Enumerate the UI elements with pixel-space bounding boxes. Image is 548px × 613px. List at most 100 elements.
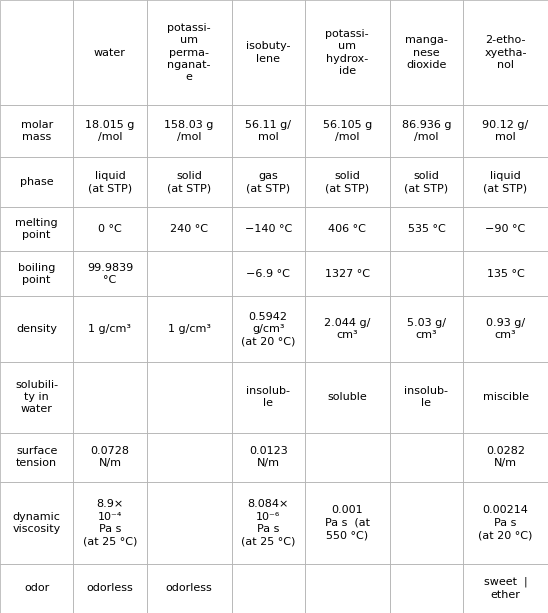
Bar (0, 362, 73, 433)
Bar (0, 105, 73, 158)
Bar (463, 564, 548, 613)
Text: solid
(at STP): solid (at STP) (167, 170, 211, 193)
Bar (390, 0, 463, 105)
Text: melting
point: melting point (15, 218, 58, 240)
Bar (231, 251, 305, 296)
Bar (231, 158, 305, 207)
Text: odor: odor (24, 584, 49, 593)
Text: 0.0728
N/m: 0.0728 N/m (90, 446, 129, 468)
Text: isobuty-
lene: isobuty- lene (246, 41, 290, 64)
Text: solubili-
ty in
water: solubili- ty in water (15, 379, 58, 414)
Text: molar
mass: molar mass (20, 120, 53, 142)
Bar (305, 482, 390, 564)
Bar (146, 482, 231, 564)
Text: 0.0282
N/m: 0.0282 N/m (486, 446, 525, 468)
Bar (231, 296, 305, 362)
Bar (73, 362, 146, 433)
Bar (305, 0, 390, 105)
Bar (73, 296, 146, 362)
Bar (231, 433, 305, 482)
Text: 99.9839
°C: 99.9839 °C (87, 263, 133, 285)
Bar (463, 296, 548, 362)
Text: 535 °C: 535 °C (408, 224, 446, 234)
Text: miscible: miscible (482, 392, 528, 402)
Bar (231, 207, 305, 251)
Bar (390, 296, 463, 362)
Bar (146, 564, 231, 613)
Bar (73, 564, 146, 613)
Bar (390, 158, 463, 207)
Text: 86.936 g
/mol: 86.936 g /mol (402, 120, 451, 142)
Bar (463, 362, 548, 433)
Bar (390, 433, 463, 482)
Bar (231, 0, 305, 105)
Bar (463, 158, 548, 207)
Bar (0, 482, 73, 564)
Text: liquid
(at STP): liquid (at STP) (483, 170, 528, 193)
Text: 1 g/cm³: 1 g/cm³ (168, 324, 210, 334)
Bar (73, 158, 146, 207)
Bar (390, 564, 463, 613)
Bar (463, 0, 548, 105)
Bar (463, 433, 548, 482)
Text: odorless: odorless (87, 584, 133, 593)
Text: 0 °C: 0 °C (98, 224, 122, 234)
Bar (146, 158, 231, 207)
Bar (463, 251, 548, 296)
Text: solid
(at STP): solid (at STP) (325, 170, 369, 193)
Text: 1 g/cm³: 1 g/cm³ (88, 324, 132, 334)
Bar (390, 207, 463, 251)
Text: 0.0123
N/m: 0.0123 N/m (249, 446, 288, 468)
Text: −6.9 °C: −6.9 °C (246, 269, 290, 279)
Text: gas
(at STP): gas (at STP) (246, 170, 290, 193)
Text: −140 °C: −140 °C (244, 224, 292, 234)
Bar (305, 158, 390, 207)
Bar (146, 105, 231, 158)
Text: phase: phase (20, 177, 54, 187)
Bar (463, 482, 548, 564)
Text: 0.5942
g/cm³
(at 20 °C): 0.5942 g/cm³ (at 20 °C) (241, 311, 295, 346)
Text: −90 °C: −90 °C (486, 224, 526, 234)
Bar (305, 296, 390, 362)
Text: odorless: odorless (165, 584, 213, 593)
Bar (305, 433, 390, 482)
Bar (0, 564, 73, 613)
Bar (231, 362, 305, 433)
Text: 0.00214
Pa s
(at 20 °C): 0.00214 Pa s (at 20 °C) (478, 505, 533, 540)
Bar (305, 207, 390, 251)
Bar (73, 251, 146, 296)
Text: 0.001
Pa s  (at
550 °C): 0.001 Pa s (at 550 °C) (325, 505, 370, 540)
Bar (73, 105, 146, 158)
Text: dynamic
viscosity: dynamic viscosity (13, 512, 61, 534)
Bar (390, 105, 463, 158)
Text: water: water (94, 48, 126, 58)
Bar (390, 251, 463, 296)
Text: 90.12 g/
mol: 90.12 g/ mol (482, 120, 529, 142)
Text: 5.03 g/
cm³: 5.03 g/ cm³ (407, 318, 446, 340)
Bar (146, 0, 231, 105)
Bar (0, 251, 73, 296)
Text: potassi-
um
hydrox-
ide: potassi- um hydrox- ide (326, 29, 369, 76)
Bar (146, 207, 231, 251)
Text: 18.015 g
/mol: 18.015 g /mol (85, 120, 135, 142)
Text: 406 °C: 406 °C (328, 224, 366, 234)
Bar (0, 207, 73, 251)
Bar (305, 564, 390, 613)
Bar (146, 362, 231, 433)
Bar (231, 564, 305, 613)
Bar (73, 207, 146, 251)
Bar (390, 482, 463, 564)
Bar (73, 0, 146, 105)
Text: 8.084×
10⁻⁶
Pa s
(at 25 °C): 8.084× 10⁻⁶ Pa s (at 25 °C) (241, 499, 295, 546)
Text: solid
(at STP): solid (at STP) (404, 170, 448, 193)
Text: potassi-
um
perma-
nganat-
e: potassi- um perma- nganat- e (167, 23, 211, 82)
Text: liquid
(at STP): liquid (at STP) (88, 170, 132, 193)
Bar (0, 433, 73, 482)
Text: 56.11 g/
mol: 56.11 g/ mol (245, 120, 291, 142)
Text: density: density (16, 324, 57, 334)
Bar (0, 0, 73, 105)
Bar (146, 251, 231, 296)
Text: insolub-
le: insolub- le (404, 386, 448, 408)
Bar (305, 105, 390, 158)
Text: 2-etho-
xyetha-
nol: 2-etho- xyetha- nol (484, 35, 527, 70)
